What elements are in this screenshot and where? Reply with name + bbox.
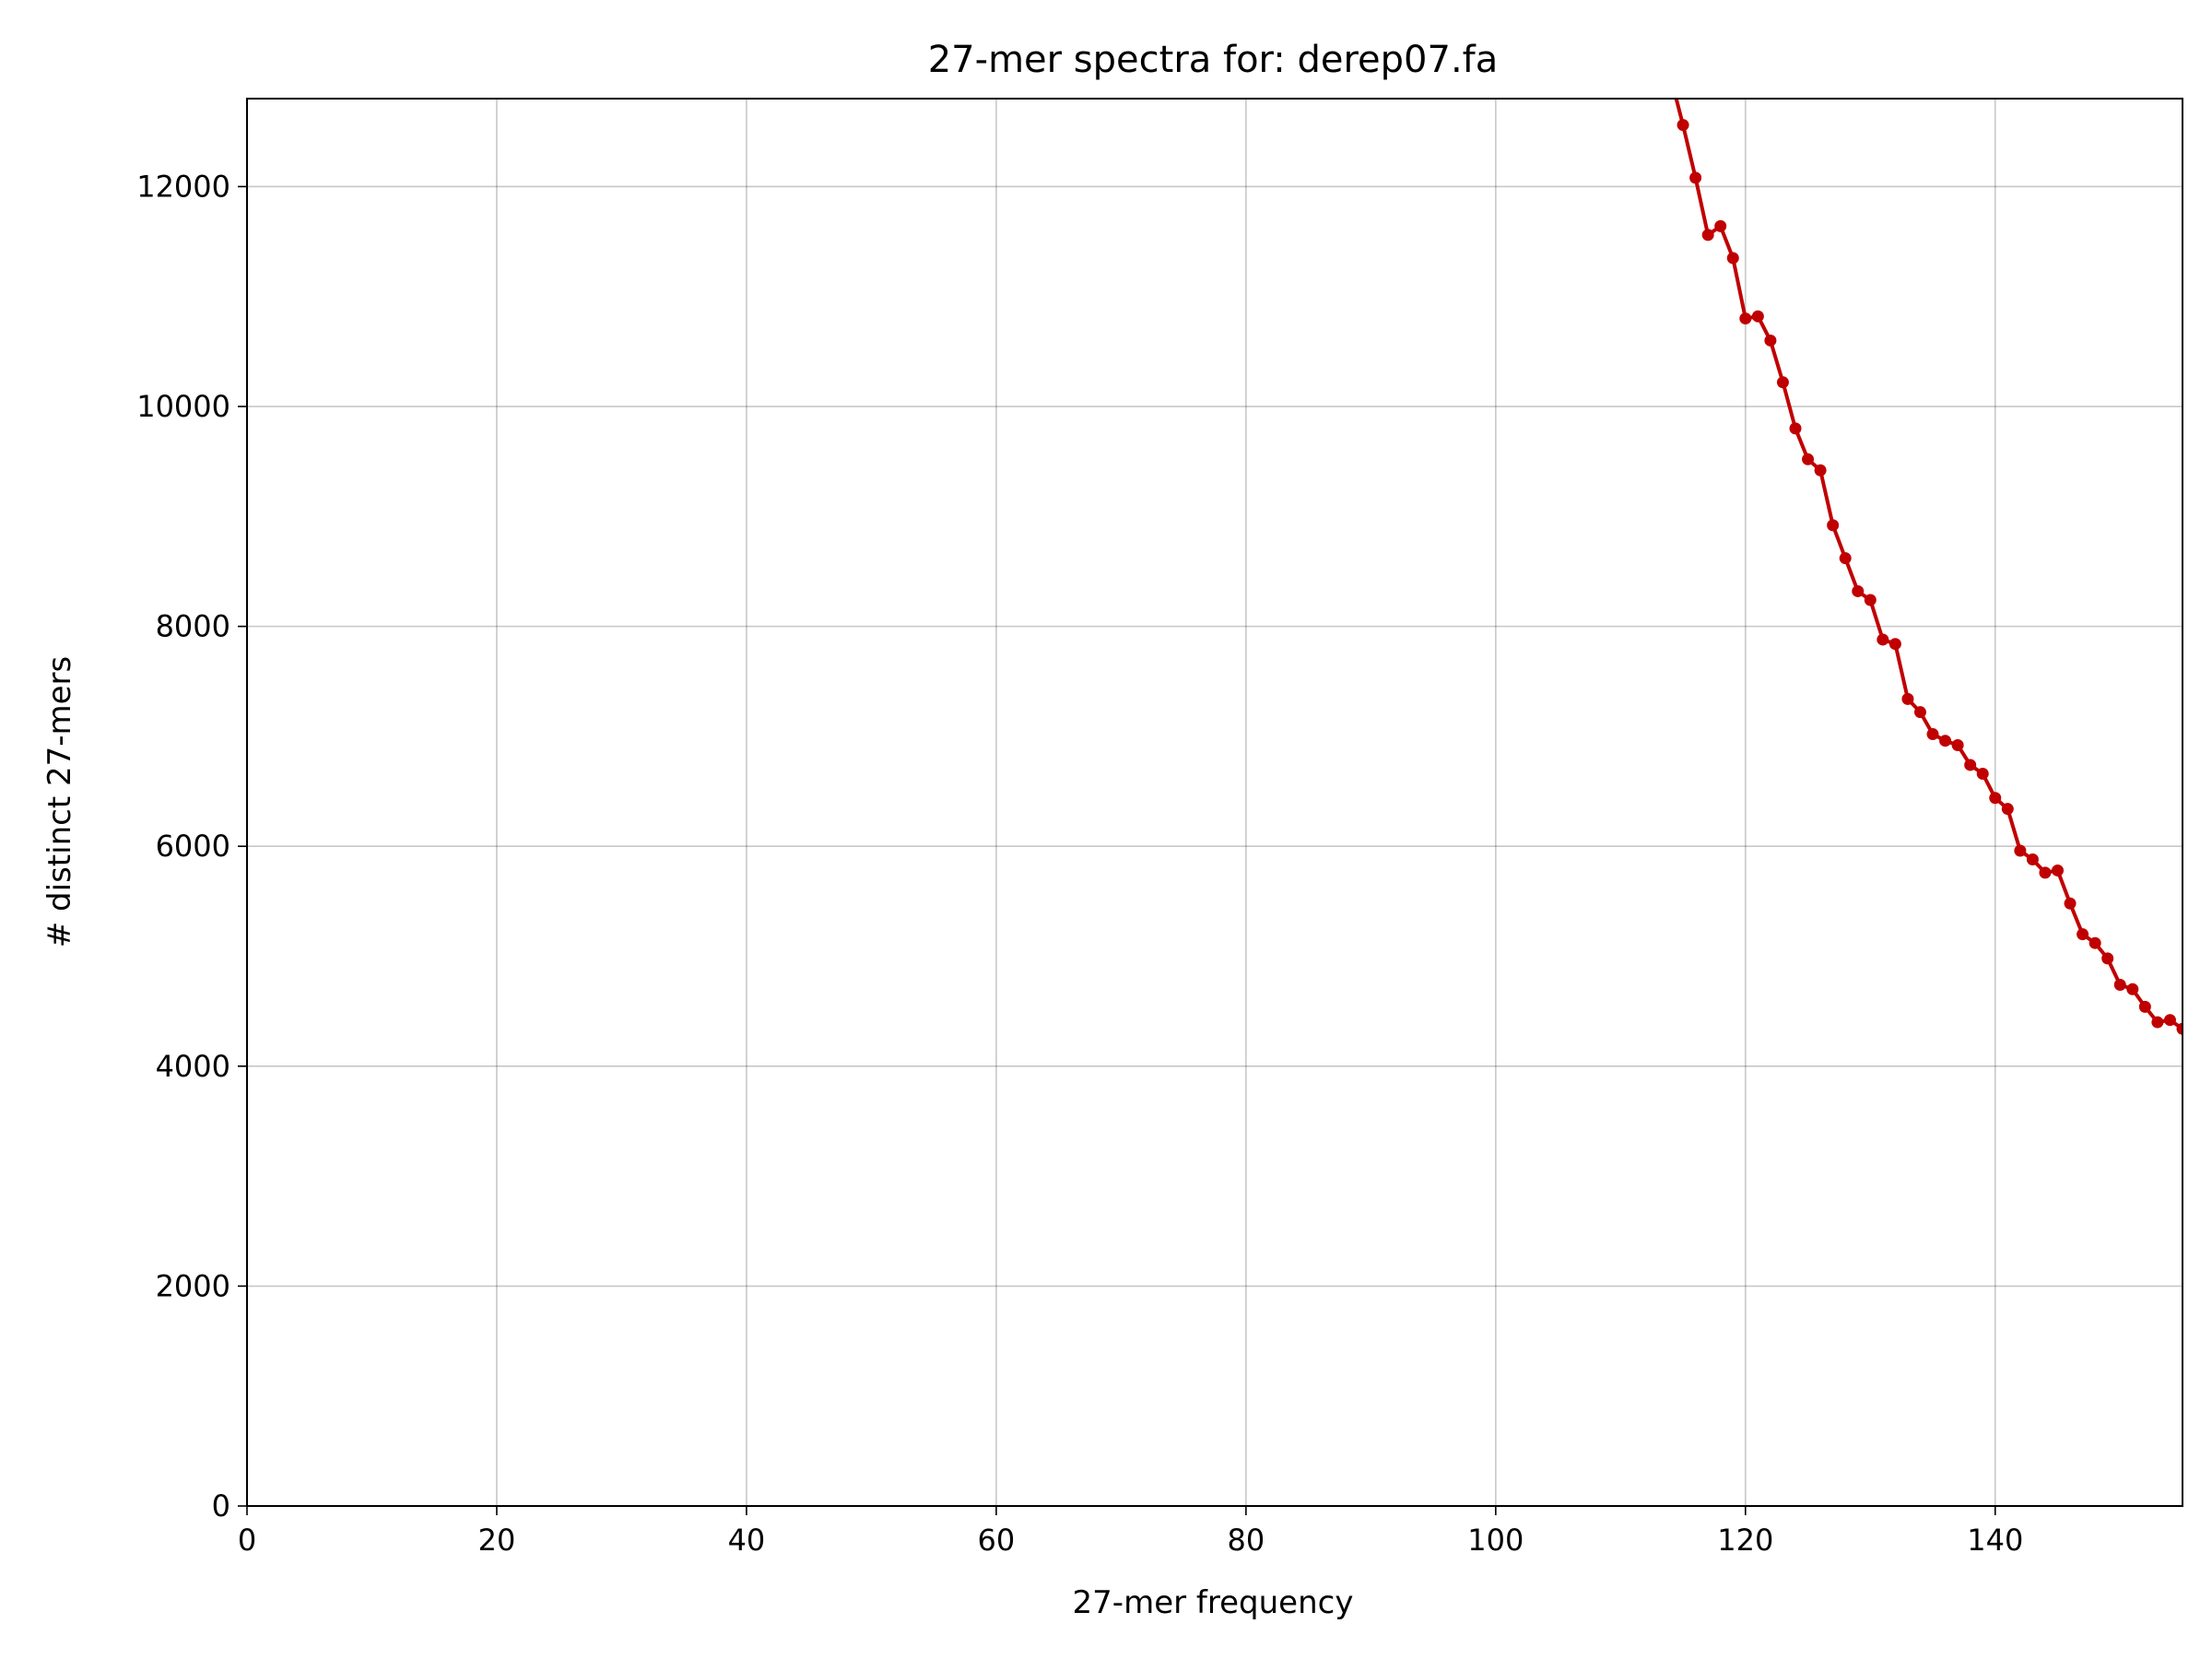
x-tick-label: 20 [478, 1523, 516, 1558]
data-point [1901, 692, 1914, 705]
data-point [2101, 952, 2114, 965]
data-point [1964, 759, 1977, 771]
x-tick-label: 80 [1228, 1523, 1265, 1558]
data-point [1789, 422, 1802, 435]
chart-title: 27-mer spectra for: derep07.fa [928, 39, 1499, 81]
data-point [2014, 844, 2027, 857]
plot-frame [246, 98, 2183, 1507]
data-point [2001, 803, 2014, 816]
data-point [1877, 633, 1889, 646]
data-point [1913, 706, 1926, 719]
y-tick-label: 4000 [156, 1049, 230, 1084]
data-point [2088, 936, 2101, 949]
plot-area [1674, 99, 2183, 1035]
y-axis-label: # distinct 27-mers [41, 656, 78, 947]
data-point [2113, 979, 2126, 992]
data-point [1989, 792, 2002, 805]
x-tick-label: 0 [238, 1523, 256, 1558]
y-tick-label: 2000 [156, 1268, 230, 1303]
data-point [2077, 928, 2089, 941]
data-point [1951, 738, 1964, 751]
data-point [2039, 866, 2052, 879]
axis-ticks: 0 20 40 60 80 100 120 140 0 2000 4000 6000 8000 10000… [136, 169, 2023, 1558]
data-point [1764, 334, 1777, 347]
data-point [2176, 1022, 2183, 1035]
data-point [1814, 464, 1827, 477]
gridlines [246, 99, 2183, 1507]
x-tick-label: 60 [978, 1523, 1016, 1558]
y-tick-label: 12000 [136, 169, 230, 204]
data-point [1802, 453, 1815, 465]
x-axis-label: 27-mer frequency [1073, 1584, 1354, 1621]
data-point [1751, 310, 1764, 323]
data-point [1939, 735, 1952, 747]
data-point [2052, 864, 2065, 877]
x-tick-label: 40 [728, 1523, 766, 1558]
data-point [2163, 1014, 2176, 1027]
data-point [1677, 119, 1689, 132]
data-point [1827, 519, 1840, 532]
data-point [1864, 594, 1877, 606]
data-point [2064, 897, 2077, 910]
data-point [2151, 1016, 2164, 1029]
data-point [1852, 584, 1865, 597]
data-point [1976, 767, 1989, 780]
data-point [1726, 252, 1739, 265]
x-tick-label: 140 [1967, 1523, 2023, 1558]
data-point [1839, 552, 1852, 565]
y-tick-label: 8000 [156, 609, 230, 644]
y-tick-label: 10000 [136, 389, 230, 424]
data-point [1739, 312, 1752, 325]
x-tick-label: 120 [1717, 1523, 1773, 1558]
data-point [1926, 728, 1939, 741]
data-point [1888, 638, 1901, 651]
y-tick-label: 0 [212, 1488, 230, 1524]
data-point [1776, 376, 1789, 389]
data-point [1701, 229, 1714, 241]
data-point [1689, 171, 1702, 184]
data-point [1714, 219, 1727, 232]
data-point [2026, 853, 2039, 866]
x-tick-label: 100 [1467, 1523, 1524, 1558]
data-point [2138, 1000, 2151, 1013]
data-point [2126, 982, 2139, 995]
y-tick-label: 6000 [156, 829, 230, 864]
